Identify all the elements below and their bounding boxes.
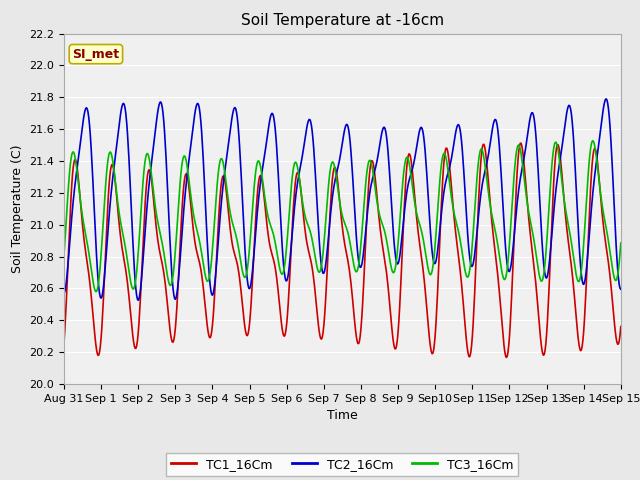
Legend: TC1_16Cm, TC2_16Cm, TC3_16Cm: TC1_16Cm, TC2_16Cm, TC3_16Cm <box>166 453 518 476</box>
Y-axis label: Soil Temperature (C): Soil Temperature (C) <box>11 144 24 273</box>
X-axis label: Time: Time <box>327 409 358 422</box>
Title: Soil Temperature at -16cm: Soil Temperature at -16cm <box>241 13 444 28</box>
Text: SI_met: SI_met <box>72 48 120 60</box>
